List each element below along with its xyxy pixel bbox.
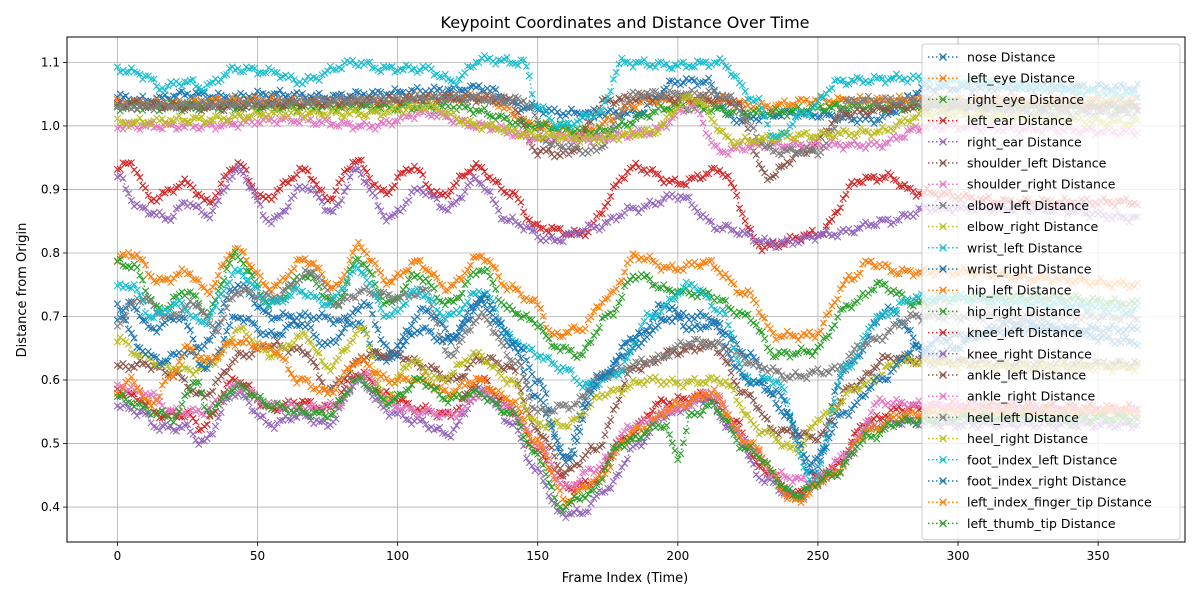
y-tick-label: 1.1: [41, 55, 60, 69]
x-tick-label: 300: [947, 549, 970, 563]
legend-marker: [939, 116, 947, 125]
legend-marker: [939, 519, 947, 528]
legend-entry: knee_right Distance: [928, 346, 1092, 361]
legend-label: ankle_right Distance: [967, 389, 1096, 404]
y-tick-label: 0.8: [41, 246, 60, 260]
legend-entry: heel_right Distance: [928, 431, 1088, 446]
legend-entry: hip_right Distance: [928, 304, 1081, 319]
x-tick-label: 50: [250, 549, 265, 563]
legend-entry: wrist_right Distance: [928, 262, 1092, 277]
legend-label: heel_left Distance: [967, 410, 1079, 425]
chart-title: Keypoint Coordinates and Distance Over T…: [441, 13, 810, 32]
legend-marker: [939, 53, 947, 61]
y-tick-label: 0.7: [41, 309, 60, 323]
legend-entry: right_eye Distance: [928, 92, 1084, 107]
legend-label: foot_index_left Distance: [967, 452, 1117, 467]
legend-label: hip_left Distance: [967, 283, 1072, 298]
legend-entry: heel_left Distance: [928, 410, 1079, 425]
x-axis-ticks: 0 50 100 150 200 250 300 350: [114, 542, 1110, 563]
legend-marker: [939, 95, 947, 104]
legend-entry: shoulder_left Distance: [928, 156, 1107, 171]
legend-label: elbow_left Distance: [967, 198, 1089, 213]
legend-label: left_ear Distance: [967, 113, 1073, 128]
legend-marker: [939, 180, 947, 189]
legend-marker: [939, 349, 947, 358]
legend-label: foot_index_right Distance: [967, 474, 1127, 489]
legend-entry: right_ear Distance: [928, 134, 1082, 149]
legend-label: nose Distance: [967, 50, 1056, 65]
y-tick-label: 0.9: [41, 182, 60, 196]
legend-entry: left_thumb_tip Distance: [928, 516, 1116, 531]
legend-entry: wrist_left Distance: [928, 240, 1083, 255]
legend-entry: left_eye Distance: [928, 71, 1075, 86]
legend-entry: elbow_right Distance: [928, 219, 1099, 234]
legend-entry: elbow_left Distance: [928, 198, 1089, 213]
legend-label: right_ear Distance: [967, 134, 1082, 149]
legend-label: knee_right Distance: [967, 346, 1092, 361]
legend-marker: [939, 455, 947, 464]
plot-area-frame: [66, 36, 1186, 543]
legend-entry: foot_index_left Distance: [928, 452, 1117, 467]
legend-entry: foot_index_right Distance: [928, 474, 1127, 489]
legend-label: left_thumb_tip Distance: [967, 516, 1116, 531]
x-tick-label: 100: [386, 549, 409, 563]
x-tick-label: 250: [806, 549, 829, 563]
legend-marker: [939, 222, 947, 231]
x-axis-label: Frame Index (Time): [562, 571, 689, 586]
legend-label: shoulder_right Distance: [967, 177, 1116, 192]
legend-marker: [939, 159, 947, 167]
y-axis-label: Distance from Origin: [15, 223, 30, 358]
legend-label: knee_left Distance: [967, 325, 1083, 340]
x-tick-label: 150: [526, 549, 549, 563]
x-tick-label: 350: [1087, 549, 1110, 563]
legend-label: wrist_left Distance: [967, 240, 1083, 255]
legend-marker: [939, 328, 947, 337]
legend-label: elbow_right Distance: [967, 219, 1099, 234]
legend-entry: left_index_finger_tip Distance: [928, 495, 1152, 510]
y-axis-ticks: 0.4 0.5 0.6 0.7 0.8 0.9 1.0 1.1: [41, 55, 67, 514]
x-tick-label: 0: [114, 549, 122, 563]
legend-marker: [939, 265, 947, 273]
legend-entry: ankle_left Distance: [928, 368, 1086, 383]
legend: nose Distance left_eye Distance right_eye …: [921, 43, 1181, 541]
legend-marker: [939, 413, 947, 422]
y-tick-label: 1.0: [41, 119, 60, 133]
legend-label: ankle_left Distance: [967, 368, 1086, 383]
legend-marker: [939, 498, 947, 507]
legend-marker: [939, 201, 947, 210]
legend-label: left_index_finger_tip Distance: [967, 495, 1152, 510]
legend-entry: shoulder_right Distance: [928, 177, 1116, 192]
legend-marker: [939, 286, 947, 295]
legend-marker: [939, 74, 947, 83]
y-tick-label: 0.4: [41, 500, 60, 514]
legend-entry: knee_left Distance: [928, 325, 1083, 340]
legend-entry: ankle_right Distance: [928, 389, 1096, 404]
legend-label: left_eye Distance: [967, 71, 1075, 86]
legend-marker: [939, 137, 947, 146]
legend-marker: [939, 371, 947, 379]
legend-box: [921, 43, 1181, 541]
legend-marker: [939, 477, 947, 485]
legend-label: hip_right Distance: [967, 304, 1081, 319]
legend-entry: hip_left Distance: [928, 283, 1072, 298]
legend-marker: [939, 392, 947, 401]
legend-entry: nose Distance: [928, 50, 1056, 65]
y-tick-label: 0.5: [41, 437, 60, 451]
legend-label: right_eye Distance: [967, 92, 1084, 107]
y-tick-label: 0.6: [41, 373, 60, 387]
legend-label: shoulder_left Distance: [967, 156, 1107, 171]
legend-label: heel_right Distance: [967, 431, 1088, 446]
x-tick-label: 200: [666, 549, 689, 563]
legend-marker: [939, 243, 947, 252]
legend-marker: [939, 434, 947, 443]
legend-marker: [939, 307, 947, 316]
legend-label: wrist_right Distance: [967, 262, 1092, 277]
legend-entry: left_ear Distance: [928, 113, 1073, 128]
